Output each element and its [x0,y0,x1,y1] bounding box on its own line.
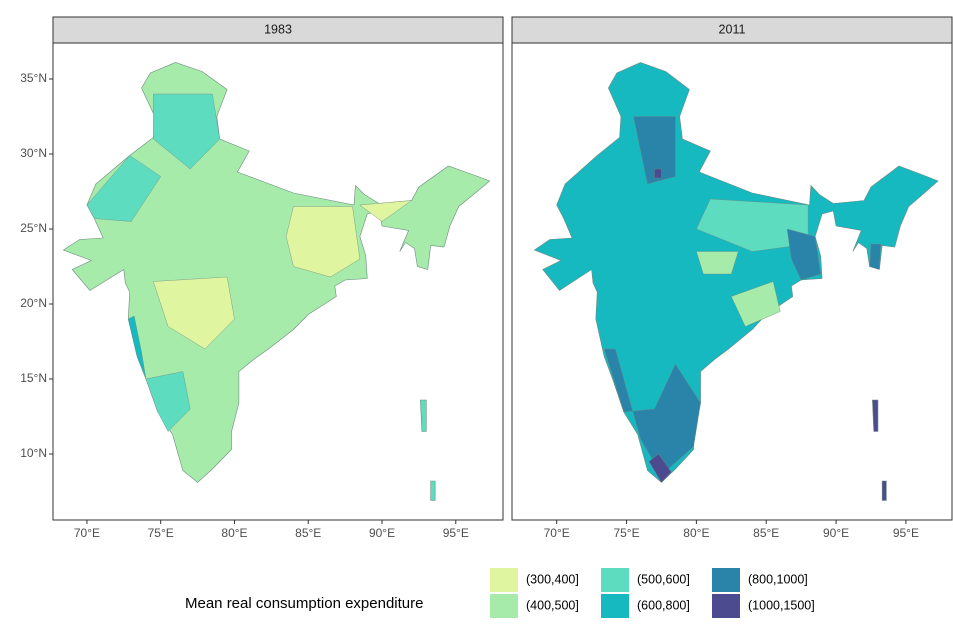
y-tick-label: 15°N [20,371,47,385]
region-shape [285,206,361,278]
facet-panel: 1983 70°E 75°E 80°E 85°E 90°E 95°E 10°N 15°N 20°N… [20,16,504,540]
x-tick-label: 95°E [443,526,469,540]
strip-label: 2011 [719,22,746,36]
strip [52,16,504,44]
strip-label: 1983 [264,22,292,36]
legend-label: (300,400] [526,572,579,586]
x-tick-label: 80°E [221,526,247,540]
region-shape [786,228,821,281]
x-tick-label: 75°E [148,526,174,540]
region-shape [153,276,235,350]
x-tick-label: 85°E [295,526,321,540]
island-shape [881,480,887,501]
legend-key [712,594,740,618]
x-tick-label: 75°E [613,526,639,540]
y-tick-label: 35°N [20,71,47,85]
legend-key [601,594,629,618]
legend-label: (400,500] [526,598,579,612]
x-tick-label: 70°E [544,526,570,540]
y-tick-label: 25°N [20,221,47,235]
region-shape [731,281,781,327]
y-tick-label: 30°N [20,146,47,160]
y-tick-label: 10°N [20,446,47,460]
legend-label: (600,800] [637,598,690,612]
region-shape [603,348,701,476]
x-tick-label: 90°E [369,526,395,540]
region-shape [86,155,161,222]
region-shape [654,168,662,179]
x-tick-label: 85°E [753,526,779,540]
legend-key [712,568,740,592]
legend-label: (500,600] [637,572,690,586]
region-shape [696,251,739,275]
legend-label: (1000,1500] [748,598,815,612]
x-tick-label: 70°E [74,526,100,540]
legend-key [601,568,629,592]
x-tick-label: 95°E [893,526,919,540]
region-shape [633,116,676,185]
region-shape [869,243,881,270]
x-tick-label: 90°E [823,526,849,540]
region-shape [696,198,809,252]
island-shape [872,399,879,432]
region-shape [648,453,672,483]
island-shape [420,399,427,432]
legend-title: Mean real consumption expenditure [185,595,423,612]
legend-label: (800,1000] [748,572,808,586]
region-shape [153,93,220,170]
region-shape [128,315,147,380]
strip [511,16,953,44]
country-shape [533,62,939,483]
facet-panel: 2011 70°E 75°E 80°E 85°E 90°E 95°E [511,16,953,540]
legend-key [490,594,518,618]
x-tick-label: 80°E [683,526,709,540]
region-shape [145,371,191,432]
region-shape [359,200,413,222]
y-tick-label: 20°N [20,296,47,310]
island-shape [430,480,436,501]
legend-key [490,568,518,592]
